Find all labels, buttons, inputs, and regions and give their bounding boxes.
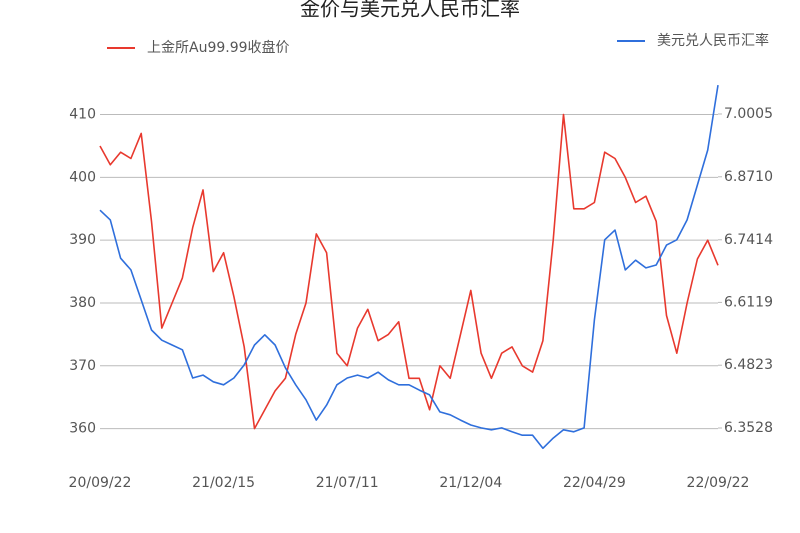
y-tick-label: 360 [69, 421, 96, 437]
data-line [99, 113, 719, 430]
x-tick-label: 22/09/22 [687, 475, 750, 491]
y2-tick-label: 6.6119 [724, 294, 773, 310]
x-tick-label: 21/02/15 [192, 475, 255, 491]
x-tick-label: 21/07/11 [316, 475, 379, 491]
y-tick-label: 380 [69, 295, 96, 311]
y-tick-label: 410 [69, 107, 96, 123]
legend-label: 上金所Au99.99收盘价 [147, 39, 290, 56]
chart-title: 金价与美元兑人民币汇率 [300, 0, 520, 21]
y2-tick-label: 6.3528 [724, 420, 773, 436]
y2-tick-label: 7.0005 [724, 106, 773, 122]
y-tick-label: 370 [69, 358, 96, 374]
y2-tick-label: 6.8710 [724, 169, 773, 185]
y2-tick-label: 6.4823 [724, 357, 773, 373]
y2-tick-label: 6.7414 [724, 232, 773, 248]
x-tick-label: 21/12/04 [439, 475, 502, 491]
y-tick-label: 390 [69, 232, 96, 248]
legend-label: 美元兑人民币汇率 [657, 32, 769, 49]
y-tick-label: 400 [69, 169, 96, 185]
data-line [99, 84, 719, 450]
x-tick-label: 22/04/29 [563, 475, 626, 491]
x-tick-label: 20/09/22 [69, 475, 132, 491]
